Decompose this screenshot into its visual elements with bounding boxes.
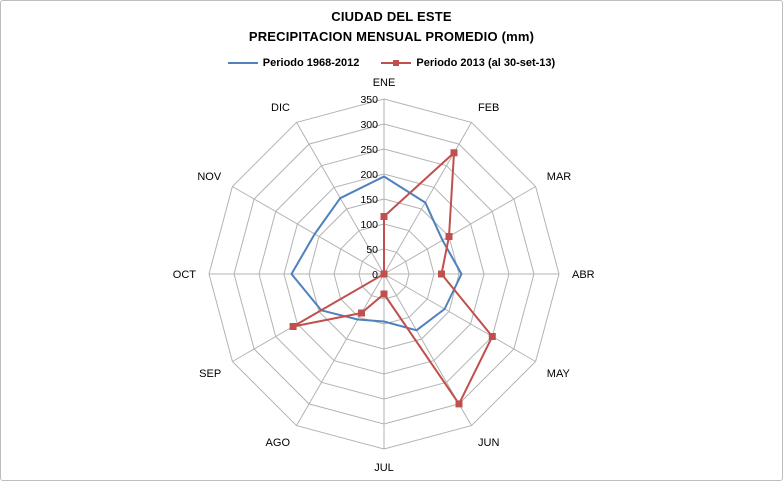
- category-label-dic: DIC: [271, 102, 290, 114]
- legend-item-periodo-2013: Periodo 2013 (al 30-set-13): [381, 57, 555, 69]
- category-spoke: [383, 273, 536, 362]
- line-square-swatch-icon: [381, 58, 412, 68]
- data-point-marker: [380, 213, 388, 220]
- axis-tick-label: 150: [360, 194, 378, 206]
- axis-tick-label: 300: [360, 119, 378, 131]
- legend-item-periodo-1968-2012: Periodo 1968-2012: [227, 57, 360, 69]
- category-spoke: [232, 186, 385, 275]
- data-point-marker: [455, 400, 463, 408]
- data-point-marker: [358, 309, 365, 317]
- data-point-marker: [380, 290, 388, 298]
- category-spoke: [383, 186, 536, 275]
- category-label-sep: SEP: [199, 368, 221, 380]
- category-label-mar: MAR: [547, 171, 572, 183]
- category-spoke: [383, 122, 472, 275]
- category-label-abr: ABR: [572, 269, 595, 281]
- category-label-jun: JUN: [478, 437, 499, 449]
- line-swatch-icon: [227, 58, 258, 68]
- legend-label: Periodo 1968-2012: [262, 57, 360, 69]
- axis-tick-label: 0: [372, 269, 378, 281]
- axis-tick-label: 100: [360, 219, 378, 231]
- axis-tick-label: 200: [360, 169, 378, 181]
- category-label-feb: FEB: [478, 102, 499, 114]
- data-point-marker: [445, 233, 453, 240]
- category-label-ene: ENE: [373, 77, 396, 89]
- data-point-marker: [488, 333, 496, 340]
- axis-tick-label: 50: [366, 244, 378, 256]
- category-label-ago: AGO: [266, 437, 291, 449]
- data-point-marker: [380, 270, 388, 278]
- axis-tick-label: 250: [360, 144, 378, 156]
- category-label-oct: OCT: [173, 269, 197, 281]
- category-label-may: MAY: [547, 368, 571, 380]
- chart-title-line2: PRECIPITACION MENSUAL PROMEDIO (mm): [248, 29, 535, 44]
- category-spoke: [296, 273, 385, 426]
- axis-tick-label: 350: [360, 94, 378, 106]
- data-point-marker: [289, 323, 297, 330]
- series-line-0: [290, 175, 463, 332]
- category-label-jul: JUL: [374, 462, 394, 474]
- chart-title: CIUDAD DEL ESTE PRECIPITACION MENSUAL PR…: [1, 10, 782, 43]
- data-point-marker: [450, 149, 458, 157]
- chart-title-line1: CIUDAD DEL ESTE: [331, 9, 452, 24]
- data-point-marker: [438, 270, 445, 278]
- legend-label: Periodo 2013 (al 30-set-13): [416, 57, 556, 69]
- category-label-nov: NOV: [197, 171, 222, 183]
- chart-legend: Periodo 1968-2012 Periodo 2013 (al 30-se…: [1, 57, 782, 69]
